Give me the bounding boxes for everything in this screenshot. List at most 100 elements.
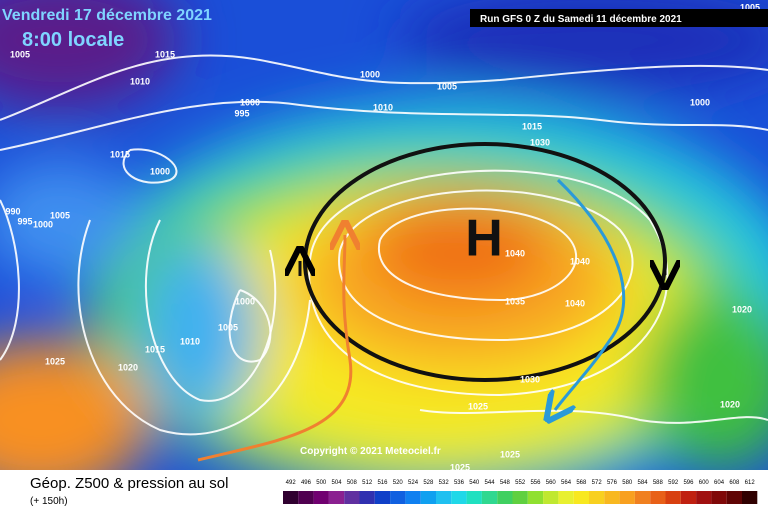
scale-swatch	[726, 491, 742, 504]
scale-swatch	[665, 491, 681, 504]
scale-label: 512	[362, 480, 373, 486]
isobar-label: 1015	[155, 49, 175, 59]
isobar-label: 1035	[505, 296, 525, 306]
isobar-label: 995	[234, 108, 249, 118]
scale-swatch	[543, 491, 559, 504]
scale-swatch	[374, 491, 391, 504]
scale-label: 496	[301, 480, 312, 486]
scale-label: 572	[592, 480, 603, 486]
scale-label: 520	[393, 480, 404, 486]
scale-swatch	[680, 491, 697, 504]
isobar-label: 1025	[45, 356, 65, 366]
isobar-label: 1000	[235, 296, 255, 306]
scale-label: 552	[515, 480, 526, 486]
scale-swatch	[420, 491, 436, 504]
isobar-label: 1000	[33, 219, 53, 229]
legend-subtitle: (+ 150h)	[30, 496, 68, 507]
scale-swatch	[359, 491, 375, 504]
scale-label: 532	[439, 480, 450, 486]
high-pressure-label: H	[465, 210, 503, 268]
run-info: Run GFS 0 Z du Samedi 11 décembre 2021	[480, 14, 682, 25]
scale-label: 516	[377, 480, 388, 486]
isobar-label: 1030	[520, 374, 540, 384]
isobar-label: 1005	[50, 210, 70, 220]
scale-label: 564	[561, 480, 572, 486]
isobar-label: 1000	[240, 97, 260, 107]
scale-label: 508	[347, 480, 358, 486]
scale-swatch	[558, 491, 574, 504]
isobar-label: 1025	[450, 462, 470, 472]
scale-swatch	[527, 491, 544, 504]
isobar-label: 1005	[740, 2, 760, 12]
isobar-label: 1005	[437, 81, 457, 91]
isobar-label: 1000	[150, 166, 170, 176]
isobar-label: 1020	[732, 304, 752, 314]
scale-label: 544	[485, 480, 496, 486]
scale-swatch	[619, 491, 635, 504]
scale-swatch	[283, 491, 299, 504]
scale-swatch	[481, 491, 498, 504]
scale-swatch	[313, 491, 329, 504]
scale-label: 600	[699, 480, 710, 486]
isobar-label: 1020	[720, 399, 740, 409]
scale-swatch	[405, 491, 421, 504]
scale-label: 592	[668, 480, 679, 486]
legend-title: Géop. Z500 & pression au sol	[30, 475, 228, 492]
scale-swatch	[696, 491, 712, 504]
scale-label: 528	[423, 480, 434, 486]
scale-label: 588	[653, 480, 664, 486]
scale-label: 580	[622, 480, 633, 486]
scale-swatch	[497, 491, 513, 504]
isobar-label: 1030	[530, 137, 550, 147]
scale-label: 504	[332, 480, 343, 486]
isobar-label: 1010	[180, 336, 200, 346]
scale-swatch	[573, 491, 589, 504]
scale-label: 584	[638, 480, 649, 486]
forecast-date: Vendredi 17 décembre 2021	[2, 7, 212, 24]
isobar-label: 1025	[500, 449, 520, 459]
scale-swatch	[589, 491, 605, 504]
scale-label: 560	[546, 480, 557, 486]
isobar-label: 990	[5, 206, 20, 216]
warm-air-arrow	[197, 235, 351, 462]
scale-label: 492	[286, 480, 297, 486]
scale-swatch	[650, 491, 666, 504]
isobar-label: 1010	[373, 102, 393, 112]
isobar-label: 1005	[10, 49, 30, 59]
isobar-label: 1000	[690, 97, 710, 107]
scale-label: 612	[745, 480, 756, 486]
scale-swatch	[328, 491, 345, 504]
scale-label: 540	[469, 480, 480, 486]
scale-label: 596	[683, 480, 694, 486]
scale-label: 568	[576, 480, 587, 486]
forecast-time: 8:00 locale	[22, 29, 124, 51]
scale-swatch	[344, 491, 360, 504]
isobar-label: 1010	[130, 76, 150, 86]
isobar-label: 1040	[565, 298, 585, 308]
isobar-label: 1025	[468, 401, 488, 411]
isobar-label: 1020	[118, 362, 138, 372]
scale-label: 500	[316, 480, 327, 486]
isobar-label: 1005	[218, 322, 238, 332]
scale-label: 608	[729, 480, 740, 486]
scale-swatch	[298, 491, 314, 504]
isobar-label: 1015	[145, 344, 165, 354]
cold-air-arrow	[555, 178, 626, 410]
map-background	[0, 0, 768, 470]
isobar-label: 1040	[570, 256, 590, 266]
scale-swatch	[436, 491, 452, 504]
scale-swatch	[390, 491, 406, 504]
scale-swatch	[634, 491, 651, 504]
scale-swatch	[711, 491, 727, 504]
scale-swatch	[742, 491, 758, 504]
scale-label: 524	[408, 480, 419, 486]
isobar-label: 1015	[522, 121, 542, 131]
scale-label: 548	[500, 480, 511, 486]
scale-swatch	[604, 491, 620, 504]
scale-swatch	[512, 491, 528, 504]
scale-label: 604	[714, 480, 725, 486]
isobar-label: 995	[17, 216, 32, 226]
scale-label: 536	[454, 480, 465, 486]
